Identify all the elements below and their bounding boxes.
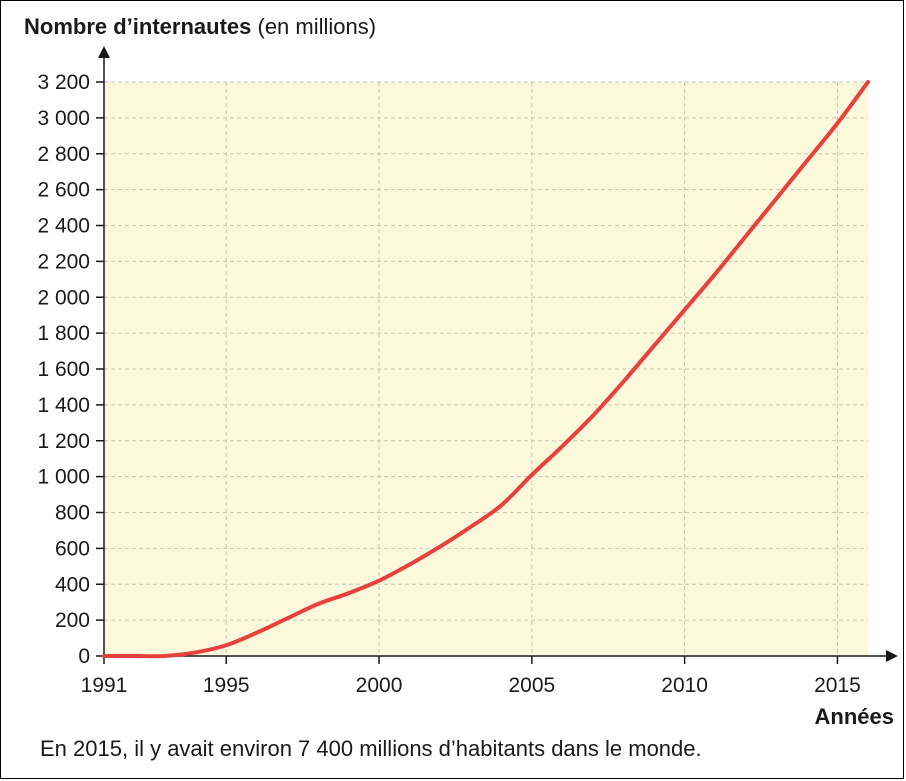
y-tick-label: 2 000 bbox=[37, 286, 90, 309]
y-tick-label: 3 000 bbox=[37, 107, 90, 130]
y-axis-title-main: Nombre d’internautes bbox=[24, 14, 252, 39]
y-tick-label: 1 200 bbox=[37, 430, 90, 453]
series-line bbox=[102, 80, 870, 659]
x-tick-label: 1995 bbox=[203, 674, 250, 697]
x-tick-label: 2015 bbox=[814, 674, 861, 697]
x-tick-label: 1991 bbox=[81, 674, 128, 697]
y-tick-label: 2 200 bbox=[37, 250, 90, 273]
y-axis-title-unit: (en millions) bbox=[257, 14, 377, 39]
y-tick-label: 400 bbox=[55, 573, 90, 596]
y-tick-label: 2 600 bbox=[37, 179, 90, 202]
x-axis-title: Années bbox=[814, 704, 894, 729]
x-tick-label: 2005 bbox=[508, 674, 555, 697]
y-tick-label: 600 bbox=[55, 537, 90, 560]
y-tick-label: 2 800 bbox=[37, 143, 90, 166]
y-tick-label: 1 600 bbox=[37, 358, 90, 381]
y-tick-label: 800 bbox=[55, 502, 90, 525]
x-axis-arrow bbox=[886, 650, 898, 662]
y-tick-label: 2 400 bbox=[37, 215, 90, 238]
y-tick-label: 1 400 bbox=[37, 394, 90, 417]
y-tick-label: 0 bbox=[78, 645, 90, 668]
x-tick-label: 2010 bbox=[661, 674, 708, 697]
y-axis-title: Nombre d’internautes (en millions) bbox=[24, 14, 376, 40]
x-tick-label: 2000 bbox=[356, 674, 403, 697]
y-tick-label: 200 bbox=[55, 609, 90, 632]
y-axis-arrow bbox=[98, 46, 110, 58]
y-tick-label: 1 000 bbox=[37, 466, 90, 489]
y-tick-label: 1 800 bbox=[37, 322, 90, 345]
caption: En 2015, il y avait environ 7 400 millio… bbox=[40, 736, 702, 761]
y-tick-label: 3 200 bbox=[37, 71, 90, 94]
